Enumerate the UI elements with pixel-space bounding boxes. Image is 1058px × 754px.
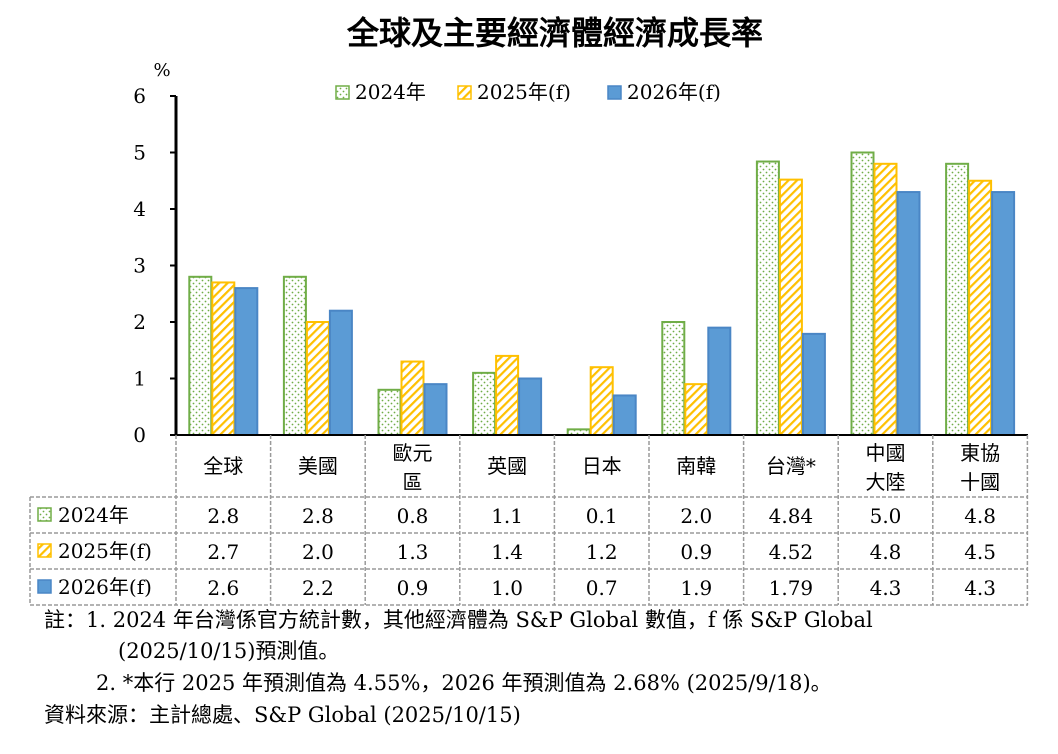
y-tick-label: 3	[133, 254, 146, 278]
y-axis-unit: %	[153, 60, 170, 81]
bar-2-3	[400, 360, 425, 436]
legend-swatch	[457, 85, 472, 100]
data-label: 4.52	[769, 540, 814, 564]
data-label: 2.0	[680, 504, 712, 528]
bar-1-1	[188, 275, 213, 436]
y-tick-label: 1	[133, 367, 146, 391]
footnote-1: 註：1. 2024 年台灣係官方統計數，其他經濟體為 S&P Global 數值…	[44, 608, 873, 632]
bar-2-7	[778, 178, 803, 436]
x-tick-label: 十國	[960, 470, 1000, 494]
x-tick-label: 歐元	[393, 441, 433, 465]
data-label: 1.9	[680, 576, 712, 600]
table-row-swatch	[37, 579, 52, 594]
growth-rate-chart: 全球及主要經濟體經濟成長率 % 2024年 2025年(f) 2026年(f) 0 1…	[29, 14, 1029, 606]
bar-2-2	[305, 321, 330, 436]
data-label: 4.3	[870, 576, 902, 600]
data-label: 0.8	[397, 504, 429, 528]
table-row-swatch	[37, 543, 52, 558]
bar-series	[188, 151, 1016, 437]
y-tick-label: 5	[133, 141, 146, 165]
data-label: 1.4	[491, 540, 523, 564]
data-label: 2.8	[302, 504, 334, 528]
bar-3-7	[801, 332, 826, 436]
legend-swatch	[607, 85, 622, 100]
data-label: 4.3	[964, 576, 996, 600]
data-label: 1.2	[586, 540, 618, 564]
bar-3-2	[328, 309, 353, 437]
bar-3-8	[896, 191, 921, 436]
x-tick-label: 大陸	[866, 470, 906, 494]
footnote-2: 2. *本行 2025 年預測值為 4.55%，2026 年預測值為 2.68%…	[96, 671, 832, 695]
data-label: 4.5	[964, 540, 996, 564]
bar-2-8	[873, 162, 898, 437]
x-tick-label: 英國	[487, 454, 527, 478]
bar-3-4	[518, 377, 543, 436]
bar-3-6	[707, 326, 732, 436]
x-tick-label: 美國	[298, 454, 338, 478]
bar-3-1	[234, 287, 259, 436]
y-tick-label: 2	[133, 310, 146, 334]
data-label: 1.3	[397, 540, 429, 564]
x-tick-label: 台灣*	[766, 454, 816, 478]
chart-legend: 2024年 2025年(f) 2026年(f)	[335, 80, 721, 104]
x-tick-label: 南韓	[676, 454, 716, 478]
data-label: 1.1	[491, 504, 523, 528]
table-row-swatch	[37, 507, 52, 522]
y-tick-label: 6	[133, 84, 146, 108]
data-label: 5.0	[870, 504, 902, 528]
bar-2-9	[968, 179, 993, 436]
bar-1-2	[282, 275, 307, 436]
data-label: 4.8	[870, 540, 902, 564]
data-label: 2.6	[207, 576, 239, 600]
bar-1-4	[472, 371, 497, 437]
x-tick-label: 日本	[582, 454, 622, 478]
data-label: 0.9	[397, 576, 429, 600]
data-label: 2.0	[302, 540, 334, 564]
bar-1-6	[661, 321, 686, 436]
data-label: 4.8	[964, 504, 996, 528]
data-label: 0.7	[586, 576, 618, 600]
legend-label: 2024年	[355, 80, 426, 104]
bar-2-5	[589, 366, 614, 437]
data-label: 0.9	[680, 540, 712, 564]
table-row-label: 2026年(f)	[58, 575, 152, 599]
x-tick-label: 東協	[960, 441, 1000, 465]
bar-2-4	[495, 354, 520, 436]
bar-3-3	[423, 383, 448, 436]
data-label: 1.0	[491, 576, 523, 600]
legend-label: 2026年(f)	[627, 80, 721, 104]
data-label: 4.84	[769, 504, 814, 528]
source-note: 資料來源：主計總處、S&P Global (2025/10/15)	[44, 703, 521, 727]
y-tick-label: 0	[133, 423, 146, 447]
table-row-label: 2025年(f)	[58, 539, 152, 563]
x-tick-label: 中國	[866, 441, 906, 465]
data-label: 2.7	[207, 540, 239, 564]
data-label: 1.79	[769, 576, 814, 600]
data-label: 0.1	[586, 504, 618, 528]
bar-3-5	[612, 394, 637, 437]
bar-1-9	[945, 162, 970, 437]
y-axis: 0 1 2 3 4 5 6	[133, 84, 178, 447]
y-tick-label: 4	[133, 197, 146, 221]
data-label: 2.8	[207, 504, 239, 528]
data-label: 2.2	[302, 576, 334, 600]
bar-3-9	[991, 191, 1016, 436]
legend-swatch	[335, 85, 350, 100]
chart-title: 全球及主要經濟體經濟成長率	[346, 14, 763, 52]
bar-1-8	[850, 151, 875, 436]
bar-1-7	[755, 160, 780, 436]
x-tick-label: 全球	[203, 454, 243, 478]
table-row-label: 2024年	[58, 503, 129, 527]
footnote-1-continued: (2025/10/15)預測值。	[118, 639, 340, 663]
bar-2-1	[211, 281, 236, 437]
x-tick-label: 區	[403, 470, 423, 494]
bar-2-6	[684, 383, 709, 436]
bar-1-3	[377, 388, 402, 436]
legend-label: 2025年(f)	[477, 80, 571, 104]
